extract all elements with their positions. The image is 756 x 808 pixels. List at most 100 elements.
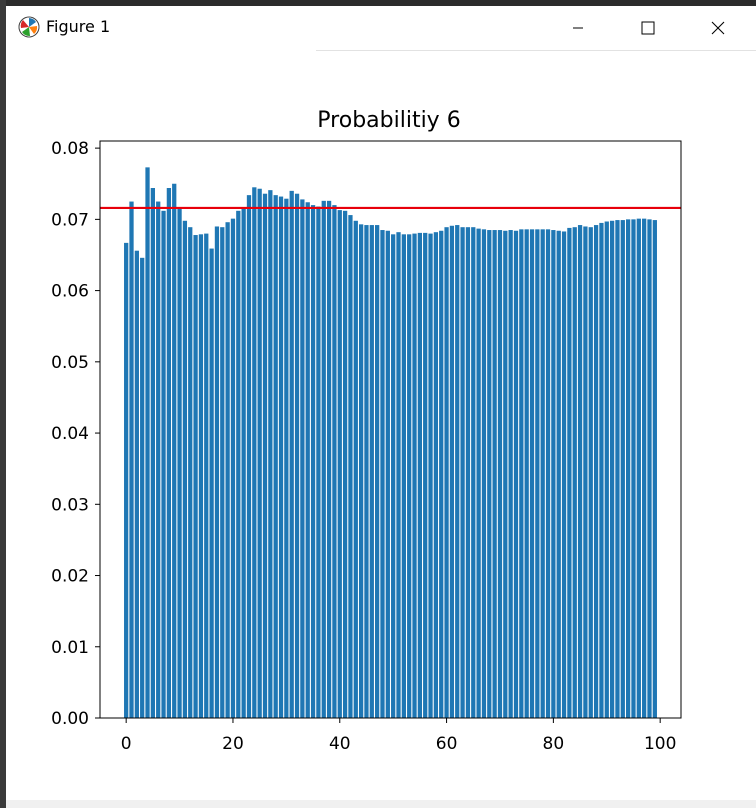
- bar-7: [161, 210, 166, 718]
- bar-12: [188, 227, 193, 718]
- bar-80: [551, 230, 556, 719]
- bar-25: [257, 188, 262, 719]
- chart-title: Probabilitiy 6: [317, 108, 460, 133]
- window-left-edge: [0, 0, 6, 808]
- bar-82: [561, 231, 567, 718]
- x-tick-label: 100: [644, 734, 676, 754]
- bar-26: [262, 193, 268, 718]
- bar-72: [508, 230, 513, 719]
- bar-20: [230, 218, 236, 718]
- bar-96: [636, 218, 641, 718]
- bar-73: [513, 230, 519, 718]
- bar-99: [652, 220, 657, 718]
- maximize-button[interactable]: [618, 6, 678, 50]
- bar-16: [209, 248, 214, 718]
- bar-2: [134, 250, 139, 718]
- window-top-edge: [0, 0, 756, 6]
- bar-79: [545, 229, 551, 718]
- bar-50: [391, 234, 396, 718]
- y-tick-label: 0.04: [51, 424, 89, 444]
- bar-51: [396, 232, 401, 718]
- bar-85: [577, 225, 583, 718]
- bar-74: [519, 229, 524, 718]
- bar-30: [284, 198, 289, 718]
- bar-48: [380, 230, 385, 719]
- bar-43: [353, 220, 358, 718]
- titlebar-divider: [316, 50, 756, 51]
- bar-95: [631, 219, 636, 719]
- bar-46: [369, 225, 374, 718]
- bar-31: [289, 190, 294, 719]
- bar-29: [278, 196, 284, 718]
- bar-8: [166, 188, 172, 718]
- y-tick-label: 0.06: [51, 282, 89, 302]
- bar-39: [332, 205, 337, 719]
- bar-92: [615, 220, 620, 718]
- bar-60: [444, 227, 449, 718]
- x-tick-label: 20: [222, 734, 244, 754]
- bar-34: [305, 202, 310, 718]
- maximize-icon: [641, 21, 655, 35]
- bar-54: [412, 233, 417, 718]
- bar-93: [620, 220, 625, 718]
- bar-17: [214, 226, 220, 719]
- bar-45: [364, 225, 369, 718]
- bar-97: [642, 218, 647, 718]
- window-titlebar[interactable]: Figure 1: [6, 6, 756, 50]
- minimize-button[interactable]: [548, 6, 608, 50]
- bar-63: [460, 227, 465, 718]
- bar-55: [417, 232, 422, 718]
- bar-67: [481, 229, 487, 718]
- bar-28: [273, 195, 278, 718]
- bar-49: [385, 230, 390, 718]
- bar-0: [124, 242, 129, 718]
- y-tick-label: 0.01: [51, 638, 89, 658]
- bar-94: [626, 219, 631, 719]
- bar-21: [236, 210, 241, 718]
- bar-1: [129, 201, 134, 719]
- x-tick-label: 60: [436, 734, 458, 754]
- bar-37: [321, 200, 326, 719]
- bar-77: [535, 229, 540, 718]
- bar-62: [455, 225, 460, 718]
- close-button[interactable]: [688, 6, 748, 50]
- bar-38: [326, 200, 332, 719]
- bar-6: [156, 201, 161, 719]
- bar-35: [310, 205, 316, 719]
- bar-59: [439, 230, 444, 718]
- bar-32: [294, 193, 300, 718]
- bar-4: [145, 167, 150, 719]
- bar-53: [407, 234, 412, 718]
- bar-69: [492, 230, 497, 719]
- bar-18: [220, 227, 225, 718]
- y-axis-ticks: 0.00 0.01 0.02 0.03 0.04 0.05 0.06 0.07 0.08: [51, 139, 100, 729]
- x-tick-label: 0: [121, 734, 132, 754]
- bar-86: [583, 226, 588, 719]
- window-title: Figure 1: [46, 17, 111, 36]
- bar-66: [476, 228, 481, 718]
- bar-10: [177, 208, 182, 719]
- bar-81: [556, 230, 561, 718]
- bar-71: [503, 230, 508, 718]
- bar-88: [593, 225, 599, 718]
- bar-65: [471, 227, 476, 718]
- bar-15: [204, 233, 209, 718]
- bar-76: [529, 229, 535, 718]
- bar-78: [540, 229, 545, 718]
- y-tick-label: 0.03: [51, 495, 89, 515]
- bar-52: [401, 234, 406, 718]
- bar-68: [487, 230, 492, 719]
- minimize-icon: [573, 27, 583, 29]
- x-tick-label: 40: [329, 734, 351, 754]
- bar-13: [193, 235, 198, 718]
- bar-3: [140, 257, 145, 718]
- bar-9: [172, 183, 177, 719]
- bar-27: [268, 190, 273, 718]
- bar-33: [300, 199, 305, 718]
- bar-61: [449, 225, 455, 718]
- bar-14: [198, 234, 204, 718]
- close-icon: [711, 21, 725, 35]
- bar-19: [225, 222, 230, 718]
- y-tick-label: 0.05: [51, 353, 89, 373]
